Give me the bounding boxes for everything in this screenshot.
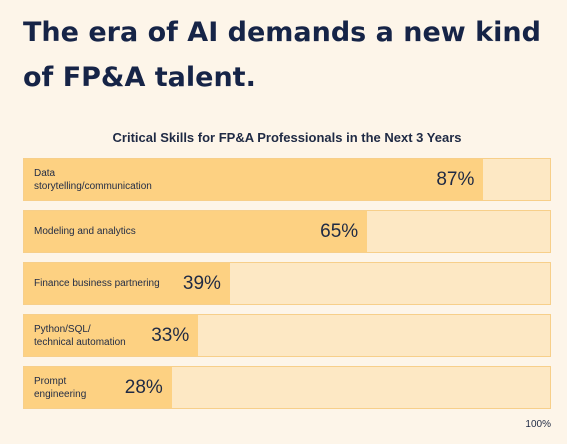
bar-value-label: 65%: [320, 220, 359, 242]
headline: The era of AI demands a new kind of FP&A…: [23, 17, 541, 93]
bar-category-label: Data storytelling/communication: [34, 167, 152, 192]
bar-category-label: Prompt engineering: [34, 375, 87, 400]
bar: [24, 159, 484, 200]
bar-category-label: Modeling and analytics: [34, 226, 136, 237]
axis-max-label: 100%: [525, 419, 551, 430]
bar: [24, 211, 368, 252]
chart-title: Critical Skills for FP&A Professionals i…: [112, 130, 462, 145]
bar-chart: Data storytelling/communication 87% Modeli…: [23, 158, 551, 410]
bar-value-label: 33%: [151, 324, 190, 346]
bar-row: Python/SQL/ technical automation 33%: [23, 314, 551, 357]
bar-row: Prompt engineering 28%: [23, 366, 551, 409]
bar: [24, 315, 199, 356]
bar: [24, 367, 172, 408]
bar-value-label: 87%: [436, 168, 475, 190]
bar-row: Data storytelling/communication 87%: [23, 158, 551, 201]
bar-value-label: 39%: [182, 272, 221, 294]
bar-category-label: Finance business partnering: [34, 278, 160, 289]
bar-category-label: Python/SQL/ technical automation: [34, 323, 126, 348]
bar-row: Finance business partnering 39%: [23, 262, 551, 305]
bar: [24, 263, 230, 304]
bar-row: Modeling and analytics 65%: [23, 210, 551, 253]
bar-value-label: 28%: [124, 376, 163, 398]
